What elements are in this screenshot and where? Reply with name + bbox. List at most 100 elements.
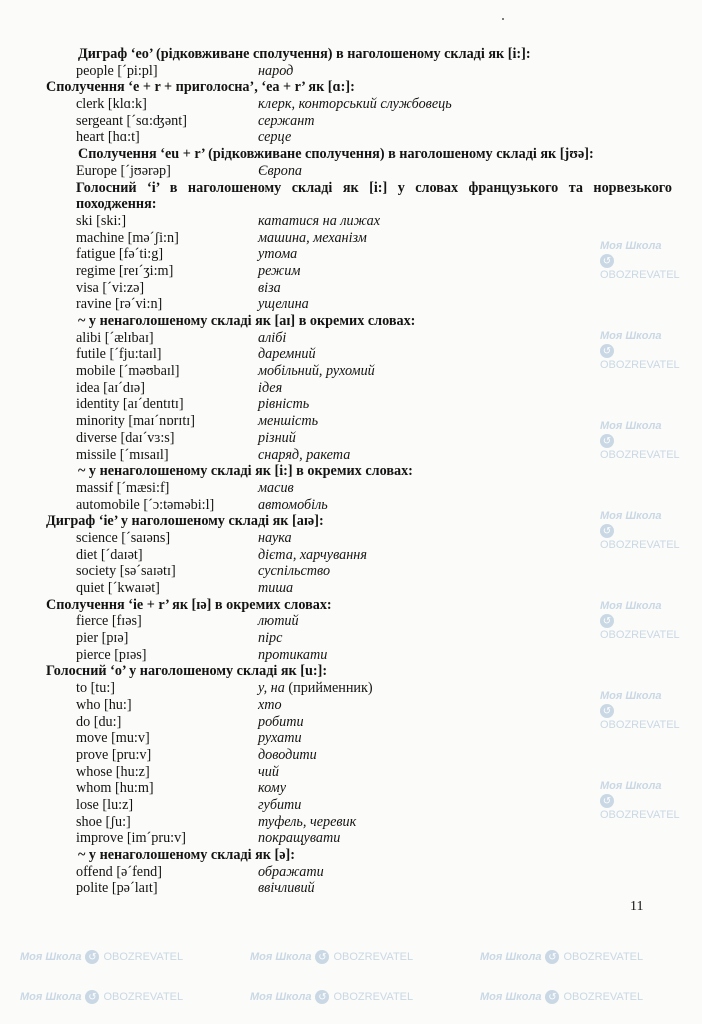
vocabulary-entry: idea [aɪˊdɪə] ідея [0,380,702,397]
translation: віза [258,280,281,297]
watermark-school-text: Моя Школа [250,990,312,1003]
translation: меншість [258,413,318,430]
translation: наука [258,530,292,547]
vocabulary-entry: missile [ˊmɪsaɪl] снаряд, ракета [0,447,702,464]
translation: різний [258,430,296,447]
vocabulary-entry: alibi [ˊælɪbaɪ] алібі [0,330,702,347]
vocabulary-entry: quiet [ˊkwaɪət] тиша [0,580,702,597]
obozrevatel-logo-icon: ↺ [315,950,330,964]
translation-text: меншість [258,413,319,430]
page-number: 11 [630,899,644,914]
translation-text: алібі [258,329,287,346]
vocabulary-entry: regime [reɪˊʒi:m] режим [0,263,702,280]
word-transcription: society [səˊsaɪətɪ] [76,563,176,580]
vocabulary-entry: machine [məˊʃi:n] машина, механізм [0,230,702,247]
translation: клерк, конторський службовець [258,96,452,113]
word-transcription: whose [hu:z] [76,763,150,780]
translation-text: утома [258,246,298,263]
word-transcription: quiet [ˊkwaɪət] [76,580,160,597]
watermark: Моя Школа ↺ OBOZREVATEL [250,950,413,964]
translation: покращувати [258,830,340,847]
word-transcription: clerk [klɑ:k] [76,96,147,113]
vocabulary-entry: prove [pru:v] доводити [0,747,702,764]
translation: робити [258,714,304,731]
translation: пірс [258,630,282,647]
watermark-brand-text: OBOZREVATEL [563,950,644,963]
obozrevatel-logo-icon: ↺ [85,950,100,964]
vocabulary-entry: fatigue [fəˊti:g] утома [0,246,702,263]
vocabulary-entry: lose [lu:z] губити [0,797,702,814]
translation-text: даремний [258,346,316,363]
word-transcription: to [tu:] [76,680,116,697]
translation: суспільство [258,563,330,580]
translation: народ [258,63,293,80]
translation: масив [258,480,294,497]
word-transcription: do [du:] [76,713,122,730]
word-transcription: improve [imˊpru:v] [76,830,186,847]
word-transcription: visa [ˊvi:zə] [76,279,145,296]
scan-speck [502,18,504,20]
watermark-brand-text: OBOZREVATEL [103,950,184,963]
vocabulary-entry: pier [pɪə] пірс [0,630,702,647]
vocabulary-entry: ski [ski:] кататися на лижах [0,213,702,230]
word-transcription: futile [ˊfju:taɪl] [76,346,162,363]
vocabulary-entry: fierce [fɪəs] лютий [0,613,702,630]
vocabulary-entry: science [ˊsaɪəns] наука [0,530,702,547]
translation-text: лютий [258,613,299,630]
vocabulary-entry: ravine [rəˊvi:n] ущелина [0,296,702,313]
translation-text: різний [258,429,296,446]
translation-text: машина, механізм [258,229,367,246]
translation: ущелина [258,296,309,313]
section-heading: ~ у ненаголошеному складі як [aɪ] в окре… [78,313,416,330]
vocabulary-entry: massif [ˊmæsi:f] масив [0,480,702,497]
translation: режим [258,263,300,280]
word-transcription: who [hu:] [76,696,132,713]
vocabulary-entry: diet [ˊdaɪət] дієта, харчування [0,547,702,564]
document-body: Диграф ‘eo’ (рідковживане сполучення) в … [0,46,702,897]
translation-text: масив [258,479,294,496]
translation-text: ввічливий [258,880,315,897]
word-transcription: diet [ˊdaɪət] [76,546,143,563]
translation: ідея [258,380,282,397]
translation-text: режим [258,262,301,279]
translation-text: туфель, черевик [258,813,357,830]
word-transcription: alibi [ˊælɪbaɪ] [76,329,154,346]
word-transcription: lose [lu:z] [76,796,134,813]
translation: даремний [258,346,316,363]
obozrevatel-logo-icon: ↺ [85,990,100,1004]
translation-text: серце [258,129,292,146]
section-heading: Голосний ‘i’ в наголошеному складі як [i… [76,179,672,213]
translation: мобільний, рухомий [258,363,375,380]
vocabulary-entry: pierce [pɪəs] протикати [0,647,702,664]
word-transcription: heart [hɑ:t] [76,129,140,146]
translation: алібі [258,330,286,347]
translation-text: снаряд, ракета [258,446,351,463]
vocabulary-entry: do [du:] робити [0,714,702,731]
vocabulary-entry: whom [hu:m] кому [0,780,702,797]
section-heading: Диграф ‘ie’ у наголошеному складі як [aɪ… [46,513,324,530]
section-heading: Голосний ‘o’ у наголошеному складі як [u… [46,663,328,680]
section-heading: Сполучення ‘e + r + приголосна’, ‘ea + r… [46,79,355,96]
translation: чий [258,764,279,781]
word-transcription: sergeant [ˊsɑ:ʤənt] [76,112,187,129]
vocabulary-entry: sergeant [ˊsɑ:ʤənt] сержант [0,113,702,130]
translation: рухати [258,730,302,747]
obozrevatel-logo-icon: ↺ [545,990,560,1004]
watermark: Моя Школа ↺ OBOZREVATEL [250,990,413,1004]
vocabulary-entry: heart [hɑ:t] серце [0,129,702,146]
word-transcription: polite [pəˊlaɪt] [76,880,158,897]
translation-text: наука [258,529,292,546]
vocabulary-entry: mobile [ˊməʊbaɪl] мобільний, рухомий [0,363,702,380]
word-transcription: minority [maɪˊnɒrɪtɪ] [76,413,195,430]
translation-text: губити [258,796,302,813]
vocabulary-entry: to [tu:] у, на (прийменник) [0,680,702,697]
translation-text: хто [258,696,282,713]
translation-text: кататися на лижах [258,212,381,229]
watermark-school-text: Моя Школа [480,950,542,963]
translation: лютий [258,613,299,630]
translation-text: пірс [258,630,283,647]
translation: тиша [258,580,293,597]
translation-text: рівність [258,396,310,413]
watermark: Моя Школа ↺ OBOZREVATEL [480,990,643,1004]
translation: ввічливий [258,880,315,897]
